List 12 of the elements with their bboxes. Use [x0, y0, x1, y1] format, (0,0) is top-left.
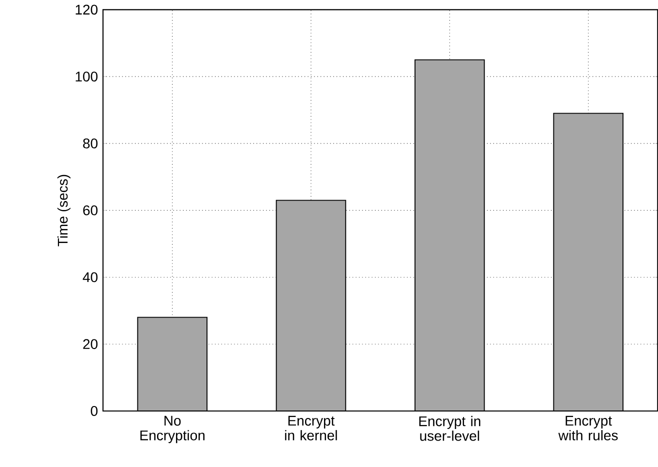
y-tick-label: 100	[76, 72, 98, 82]
y-tick-label: 0	[90, 406, 98, 416]
y-axis-title: Time (secs)	[57, 174, 70, 246]
x-tick-label: Encrypt in user-level	[419, 416, 480, 441]
y-tick-label: 60	[83, 205, 98, 216]
y-tick-label: 40	[82, 272, 98, 282]
y-tick-label: 20	[83, 339, 98, 350]
y-tick-label: 120	[76, 4, 98, 15]
x-tick-label: Encrypt in kernel	[285, 416, 337, 440]
y-tick-label: 80	[83, 138, 98, 148]
x-tick-label: No Encryption	[140, 416, 204, 444]
x-tick-label: Encrypt with rules	[558, 416, 618, 440]
